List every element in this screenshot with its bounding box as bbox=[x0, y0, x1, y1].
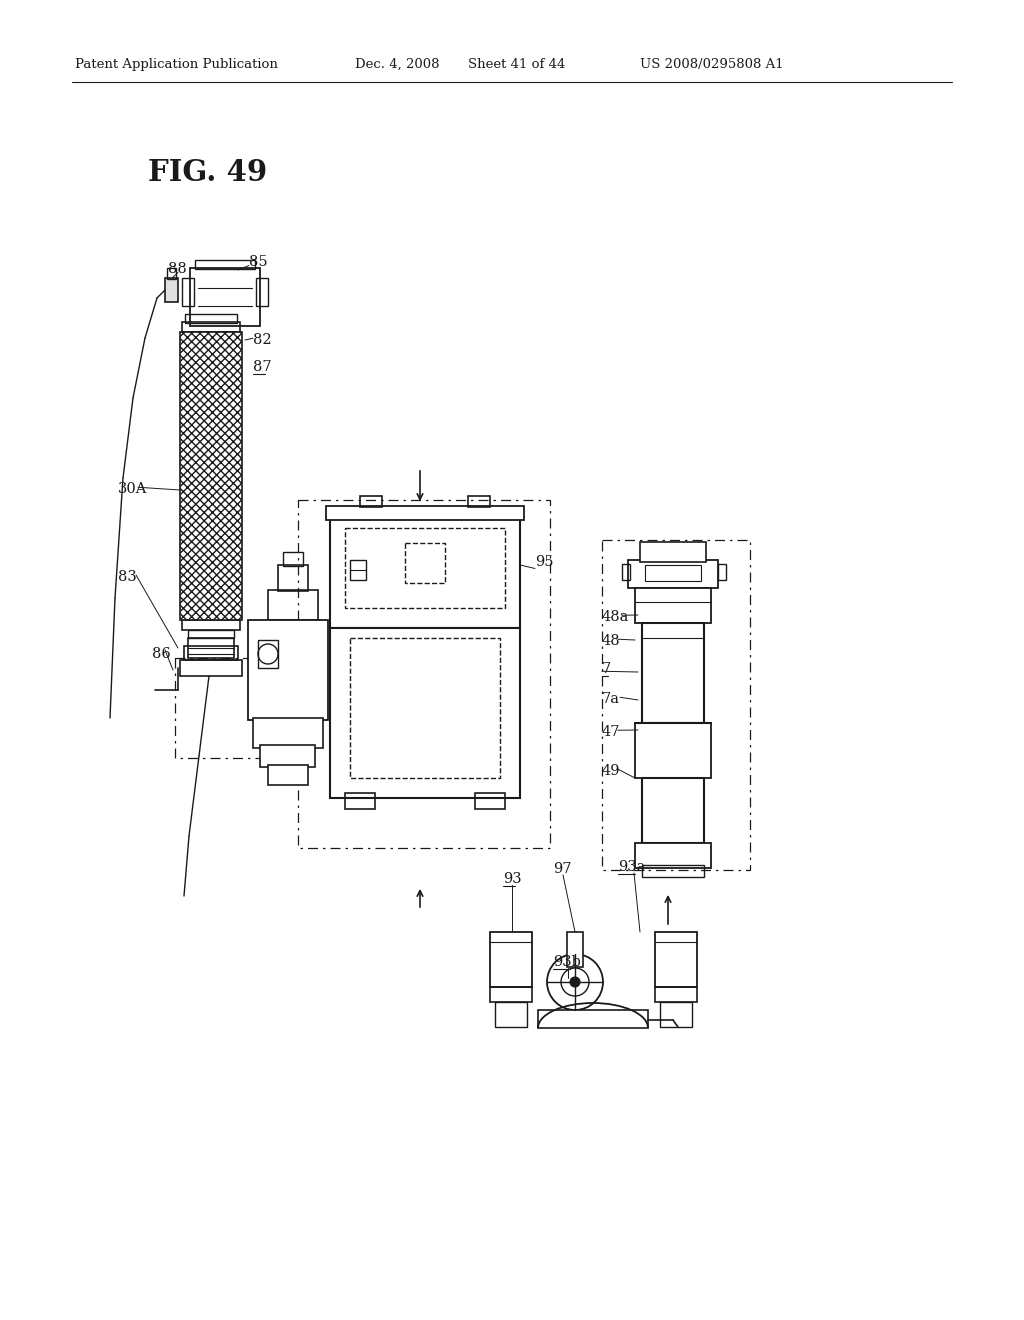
Text: 85: 85 bbox=[249, 255, 267, 269]
Bar bbox=[188, 630, 234, 638]
Bar bbox=[642, 865, 705, 876]
Bar bbox=[283, 552, 303, 566]
Bar bbox=[475, 793, 505, 809]
Bar bbox=[185, 314, 237, 323]
Bar bbox=[298, 500, 550, 847]
Bar bbox=[253, 718, 323, 748]
Bar bbox=[268, 590, 318, 620]
Bar bbox=[278, 565, 308, 591]
Bar bbox=[406, 543, 445, 583]
Bar bbox=[567, 932, 583, 968]
Bar bbox=[330, 517, 520, 628]
Text: US 2008/0295808 A1: US 2008/0295808 A1 bbox=[640, 58, 783, 71]
Bar bbox=[180, 333, 242, 620]
Bar bbox=[180, 660, 242, 676]
Text: 48a: 48a bbox=[602, 610, 630, 624]
Text: 93a: 93a bbox=[618, 861, 645, 874]
Bar bbox=[635, 723, 711, 777]
Bar bbox=[660, 1002, 692, 1027]
Bar bbox=[602, 540, 750, 870]
Text: 97: 97 bbox=[553, 862, 571, 876]
Circle shape bbox=[570, 977, 580, 987]
Text: Sheet 41 of 44: Sheet 41 of 44 bbox=[468, 58, 565, 71]
Bar bbox=[182, 322, 240, 333]
Bar bbox=[268, 766, 308, 785]
Bar bbox=[495, 1002, 527, 1027]
Bar bbox=[182, 620, 240, 630]
Bar bbox=[622, 564, 630, 579]
Text: 7: 7 bbox=[602, 663, 611, 676]
Text: 7a: 7a bbox=[602, 692, 620, 706]
Bar bbox=[655, 987, 697, 1002]
Bar bbox=[642, 623, 705, 723]
Bar bbox=[190, 268, 260, 326]
Bar bbox=[350, 560, 366, 579]
Bar bbox=[350, 638, 500, 777]
Bar bbox=[260, 744, 315, 767]
Bar bbox=[256, 279, 268, 306]
Text: 83: 83 bbox=[118, 570, 137, 583]
Bar bbox=[248, 620, 328, 719]
Bar bbox=[175, 657, 305, 758]
Bar bbox=[655, 932, 697, 987]
Bar bbox=[345, 528, 505, 609]
Bar bbox=[718, 564, 726, 579]
Text: 47: 47 bbox=[602, 725, 621, 739]
Bar bbox=[490, 932, 532, 987]
Bar bbox=[635, 843, 711, 869]
Bar bbox=[258, 640, 278, 668]
Text: Patent Application Publication: Patent Application Publication bbox=[75, 58, 278, 71]
Bar bbox=[184, 645, 238, 660]
Text: 48: 48 bbox=[602, 634, 621, 648]
Text: 93: 93 bbox=[503, 873, 521, 886]
Bar bbox=[468, 496, 490, 507]
Text: 88: 88 bbox=[168, 261, 186, 276]
Text: 87: 87 bbox=[253, 360, 271, 374]
Bar bbox=[642, 777, 705, 843]
Text: 49: 49 bbox=[602, 764, 621, 777]
Bar bbox=[635, 587, 711, 623]
Bar bbox=[360, 496, 382, 507]
Bar bbox=[167, 268, 176, 279]
Text: 82: 82 bbox=[253, 333, 271, 347]
Text: 86: 86 bbox=[152, 647, 171, 661]
Bar bbox=[538, 1010, 648, 1028]
Bar bbox=[188, 638, 234, 657]
Bar bbox=[195, 260, 255, 269]
Text: 95: 95 bbox=[535, 554, 554, 569]
Bar bbox=[326, 506, 524, 520]
Bar bbox=[628, 560, 718, 587]
Text: 30A: 30A bbox=[118, 482, 147, 496]
Bar bbox=[182, 279, 194, 306]
Bar bbox=[330, 628, 520, 799]
Text: Dec. 4, 2008: Dec. 4, 2008 bbox=[355, 58, 439, 71]
Bar bbox=[345, 793, 375, 809]
Bar bbox=[645, 565, 701, 581]
Text: FIG. 49: FIG. 49 bbox=[148, 158, 267, 187]
Bar bbox=[165, 279, 178, 302]
Bar bbox=[490, 987, 532, 1002]
Bar bbox=[640, 543, 706, 562]
Text: 93b: 93b bbox=[553, 954, 581, 969]
